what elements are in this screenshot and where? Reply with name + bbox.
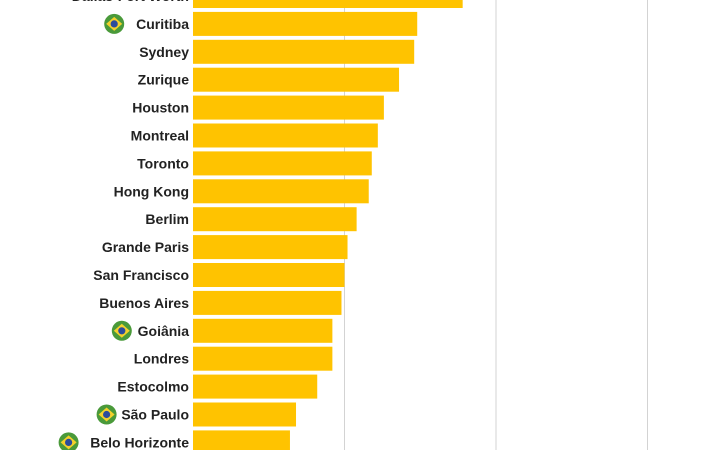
bar bbox=[193, 123, 378, 148]
bar bbox=[193, 263, 345, 287]
category-label: Goiânia bbox=[138, 323, 190, 339]
bar bbox=[193, 95, 384, 120]
bar bbox=[193, 179, 369, 204]
bar bbox=[193, 290, 342, 315]
bar bbox=[193, 39, 415, 64]
bar bbox=[193, 151, 372, 176]
bar bbox=[193, 67, 400, 92]
category-label: Londres bbox=[134, 351, 189, 367]
category-label: Sydney bbox=[139, 44, 189, 60]
bar bbox=[193, 0, 463, 8]
bar bbox=[193, 374, 318, 399]
category-label: Berlim bbox=[145, 211, 189, 227]
flag-icons bbox=[58, 13, 132, 450]
category-label: Grande Paris bbox=[102, 239, 189, 255]
bar bbox=[193, 346, 333, 371]
bars bbox=[193, 0, 463, 450]
category-label: Belo Horizonte bbox=[90, 434, 189, 450]
category-label: Estocolmo bbox=[117, 379, 189, 395]
category-label: Curitiba bbox=[136, 16, 189, 32]
bar bbox=[193, 235, 348, 260]
bar bbox=[193, 430, 290, 450]
category-label: Dallas-Fort Worth bbox=[72, 0, 189, 4]
bar bbox=[193, 318, 333, 343]
category-label: Toronto bbox=[137, 155, 189, 171]
brazil-flag-icon bbox=[104, 13, 125, 34]
category-label: Houston bbox=[132, 100, 189, 116]
bar bbox=[193, 402, 297, 427]
category-label: Zurique bbox=[138, 72, 190, 88]
bar bbox=[193, 11, 418, 36]
category-label: San Francisco bbox=[93, 267, 189, 283]
category-label: Hong Kong bbox=[114, 183, 189, 199]
brazil-flag-icon bbox=[96, 404, 117, 425]
category-labels: Dallas-Fort Worth Curitiba Sydney Zurique Ho… bbox=[72, 0, 189, 450]
gridlines bbox=[344, 0, 648, 450]
category-label: São Paulo bbox=[121, 407, 189, 423]
category-label: Buenos Aires bbox=[99, 295, 189, 311]
brazil-flag-icon bbox=[111, 320, 132, 341]
brazil-flag-icon bbox=[58, 432, 79, 450]
bar bbox=[193, 207, 357, 232]
category-label: Montreal bbox=[131, 128, 189, 144]
